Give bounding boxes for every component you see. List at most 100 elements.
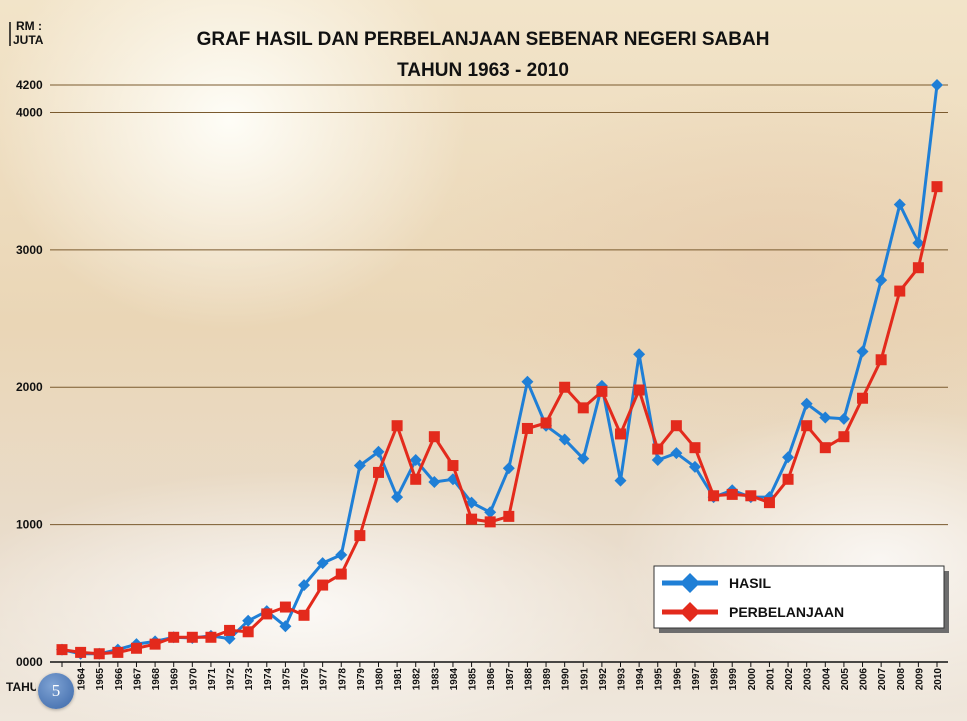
legend-hasil-marker (680, 573, 700, 593)
point-hasil-1980 (372, 445, 385, 458)
point-perbelanjaan-2007 (875, 354, 887, 366)
y-tick-label-2000: 2000 (16, 380, 43, 394)
point-perbelanjaan-1999 (726, 488, 738, 500)
point-perbelanjaan-1989 (540, 417, 552, 429)
point-hasil-2009 (912, 236, 925, 249)
y-tick-label-0: 0000 (16, 655, 43, 669)
y-unit-line-2: JUTA (13, 33, 44, 47)
point-perbelanjaan-1981 (391, 420, 403, 432)
point-hasil-1993 (614, 474, 627, 487)
x-tick-label-1981: 1981 (393, 668, 404, 691)
x-tick-label-1977: 1977 (319, 668, 330, 691)
point-perbelanjaan-2006 (857, 392, 869, 404)
point-hasil-1987 (502, 462, 515, 475)
grid (50, 84, 948, 526)
x-tick-label-1983: 1983 (430, 668, 441, 691)
point-hasil-1973 (242, 614, 255, 627)
legend-box (653, 565, 945, 629)
x-tick-label-2010: 2010 (933, 668, 944, 691)
point-hasil-1981 (391, 491, 404, 504)
x-tick-label-2007: 2007 (877, 668, 888, 691)
point-hasil-2008 (893, 198, 906, 211)
legend-perbelanjaan-marker (680, 602, 700, 622)
x-tick-label-1968: 1968 (151, 668, 162, 691)
x-tick-label-1982: 1982 (412, 668, 423, 691)
x-tick-label-2000: 2000 (747, 668, 758, 691)
point-perbelanjaan-1965 (93, 648, 105, 660)
point-perbelanjaan-1967 (130, 642, 142, 654)
chart-subtitle: TAHUN 1963 - 2010 (397, 60, 569, 81)
x-tick-label-2005: 2005 (840, 668, 851, 691)
x-tick-label-2001: 2001 (765, 668, 776, 691)
x-tick-label-1984: 1984 (449, 668, 460, 691)
point-hasil-2010 (931, 79, 943, 91)
point-hasil-2005 (837, 412, 850, 425)
y-tick-label-4200: 4200 (16, 78, 43, 92)
point-hasil-1990 (558, 433, 571, 446)
x-tick-label-1965: 1965 (95, 668, 106, 691)
x-tick-label-1975: 1975 (281, 668, 292, 691)
x-tick-label-2004: 2004 (821, 668, 832, 691)
x-tick-label-2006: 2006 (859, 668, 870, 691)
point-hasil-2007 (875, 274, 888, 287)
point-perbelanjaan-1970 (186, 631, 198, 643)
point-hasil-1975 (279, 620, 292, 633)
series-layer (56, 79, 943, 660)
x-tick-label-1991: 1991 (579, 668, 590, 691)
x-axis-ticks: 1964 1965 1966 1967 1968 1969 1970 1971 1972 1973… (61, 662, 944, 691)
legend: HASIL PERBELANJAAN (653, 565, 949, 633)
point-hasil-2002 (782, 451, 795, 464)
point-perbelanjaan-1964 (75, 646, 87, 658)
point-perbelanjaan-1991 (577, 402, 589, 414)
point-perbelanjaan-1994 (633, 384, 645, 396)
point-hasil-1983 (428, 476, 441, 489)
x-axis-label: TAHUN (6, 680, 36, 694)
point-perbelanjaan-1979 (354, 530, 366, 542)
point-hasil-1982 (409, 454, 422, 467)
y-tick-label-1000: 1000 (16, 518, 43, 532)
legend-hasil-label: HASIL (729, 575, 771, 591)
point-perbelanjaan-1992 (596, 385, 608, 397)
point-perbelanjaan-1971 (205, 631, 217, 643)
x-tick-label-1979: 1979 (356, 668, 367, 691)
point-perbelanjaan-1977 (317, 579, 329, 591)
point-hasil-1995 (651, 454, 664, 467)
x-tick-label-1969: 1969 (170, 668, 181, 691)
point-perbelanjaan-2010 (931, 181, 943, 193)
point-hasil-1979 (353, 459, 366, 472)
x-tick-label-1995: 1995 (654, 668, 665, 691)
x-tick-label-2008: 2008 (896, 668, 907, 691)
point-perbelanjaan-1972 (224, 624, 236, 636)
legend-perbelanjaan-label: PERBELANJAAN (729, 604, 844, 620)
x-tick-label-1966: 1966 (114, 668, 125, 691)
x-tick-label-1973: 1973 (244, 668, 255, 691)
x-tick-label-2003: 2003 (803, 668, 814, 691)
x-tick-label-1971: 1971 (207, 668, 218, 691)
point-hasil-1997 (688, 460, 701, 473)
point-perbelanjaan-1983 (428, 431, 440, 443)
point-hasil-1985 (465, 496, 478, 509)
point-perbelanjaan-1978 (335, 568, 347, 580)
point-perbelanjaan-1995 (652, 443, 664, 455)
point-hasil-1991 (577, 452, 590, 465)
x-tick-label-1988: 1988 (523, 668, 534, 691)
point-perbelanjaan-1990 (559, 381, 571, 393)
point-perbelanjaan-1969 (168, 631, 180, 643)
point-hasil-2004 (819, 411, 832, 424)
point-perbelanjaan-2005 (838, 431, 850, 443)
point-perbelanjaan-1966 (112, 646, 124, 658)
x-tick-label-1980: 1980 (374, 668, 385, 691)
point-perbelanjaan-1984 (447, 460, 459, 472)
y-axis-ticks: 0000 1000 2000 3000 4000 4200 (16, 78, 43, 669)
point-hasil-2003 (800, 397, 813, 410)
point-perbelanjaan-1987 (503, 510, 515, 522)
point-perbelanjaan-1976 (298, 609, 310, 621)
point-hasil-1978 (335, 548, 348, 561)
x-tick-label-1990: 1990 (561, 668, 572, 691)
point-perbelanjaan-1985 (466, 513, 478, 525)
x-tick-label-1967: 1967 (132, 668, 143, 691)
point-perbelanjaan-2001 (763, 497, 775, 509)
point-perbelanjaan-1993 (615, 428, 627, 440)
point-perbelanjaan-1982 (410, 473, 422, 485)
